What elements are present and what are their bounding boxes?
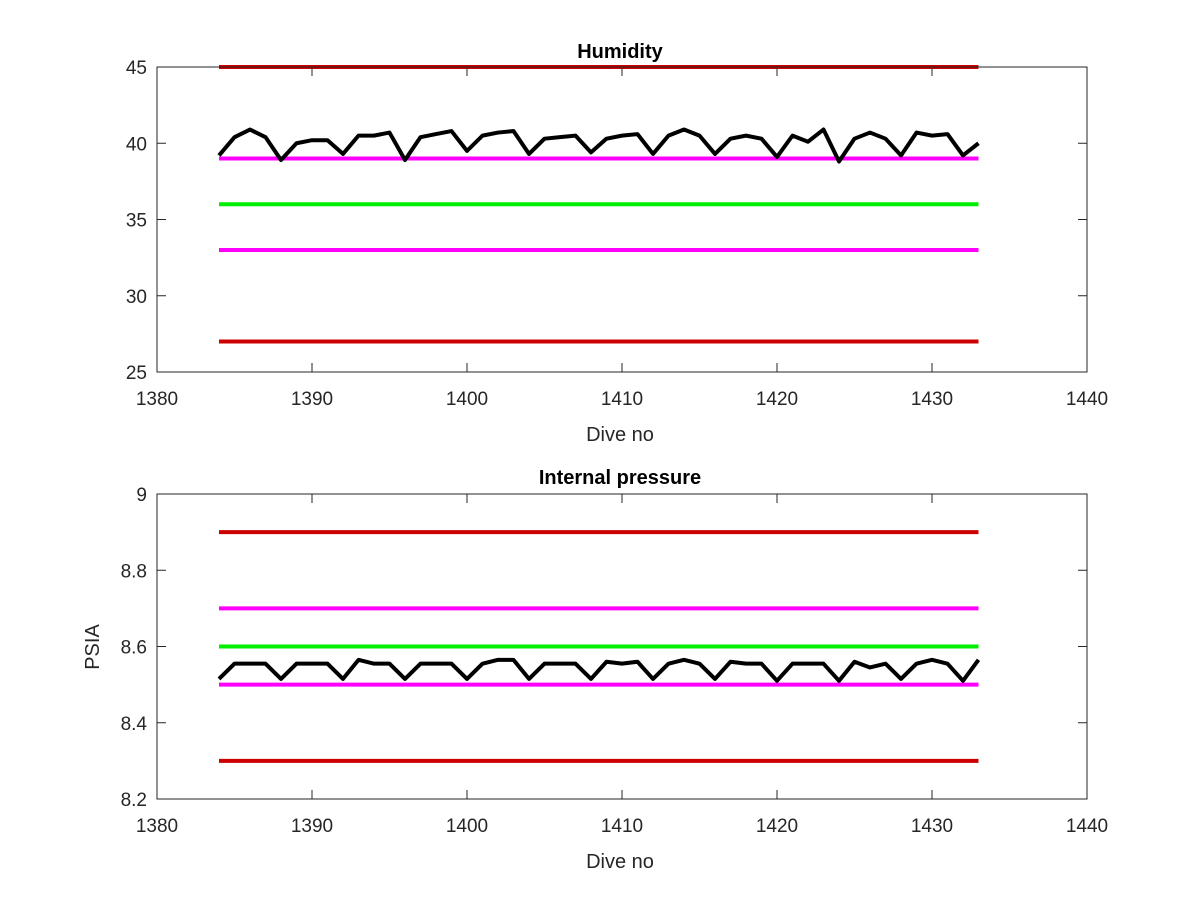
humidity-y-tick-label: 45: [126, 58, 147, 79]
humidity-x-axis-label: Dive no: [586, 424, 654, 446]
humidity-y-tick-label: 35: [126, 211, 147, 232]
humidity-subplot: Humidity 1380 1390 1400 1410 1420 1430 1440 25…: [126, 41, 1108, 446]
pressure-y-axis-label: PSIA: [82, 624, 104, 670]
pressure-y-tick-label: 9: [136, 485, 147, 506]
pressure-y-tick-label: 8.8: [121, 561, 147, 582]
pressure-x-ticks: 1380 1390 1400 1410 1420 1430 1440: [136, 494, 1108, 837]
pressure-y-tick-label: 8.4: [121, 714, 148, 735]
pressure-series-layer: [217, 530, 981, 763]
humidity-y-tick-label: 40: [126, 134, 147, 155]
humidity-x-tick-label: 1380: [136, 389, 178, 410]
pressure-y-tick-label: 8.2: [121, 790, 147, 811]
pressure-x-tick-label: 1380: [136, 816, 178, 837]
pressure-subplot: Internal pressure 1380 1390 1400 1410 1420 14…: [82, 467, 1108, 873]
humidity-x-tick-label: 1410: [601, 389, 643, 410]
humidity-x-tick-label: 1400: [446, 389, 488, 410]
pressure-x-tick-label: 1420: [756, 816, 798, 837]
humidity-y-ticks: 25 30 35 40 45: [126, 58, 1087, 384]
pressure-y-tick-label: 8.6: [121, 638, 147, 659]
pressure-series-line-5: [217, 657, 981, 683]
humidity-title: Humidity: [577, 41, 663, 63]
humidity-y-tick-label: 30: [126, 287, 147, 308]
pressure-x-tick-label: 1430: [911, 816, 953, 837]
pressure-x-axis-label: Dive no: [586, 851, 654, 873]
humidity-x-tick-label: 1430: [911, 389, 953, 410]
pressure-x-tick-label: 1400: [446, 816, 488, 837]
pressure-y-ticks: 8.2 8.4 8.6 8.8 9: [121, 485, 1087, 811]
pressure-x-tick-label: 1440: [1066, 816, 1108, 837]
humidity-x-ticks: 1380 1390 1400 1410 1420 1430 1440: [136, 67, 1108, 410]
humidity-series-line-5: [217, 127, 980, 164]
pressure-title: Internal pressure: [539, 467, 701, 489]
humidity-x-tick-label: 1390: [291, 389, 333, 410]
humidity-x-tick-label: 1420: [756, 389, 798, 410]
humidity-y-tick-label: 25: [126, 363, 147, 384]
pressure-x-tick-label: 1410: [601, 816, 643, 837]
humidity-x-tick-label: 1440: [1066, 389, 1108, 410]
pressure-x-tick-label: 1390: [291, 816, 333, 837]
